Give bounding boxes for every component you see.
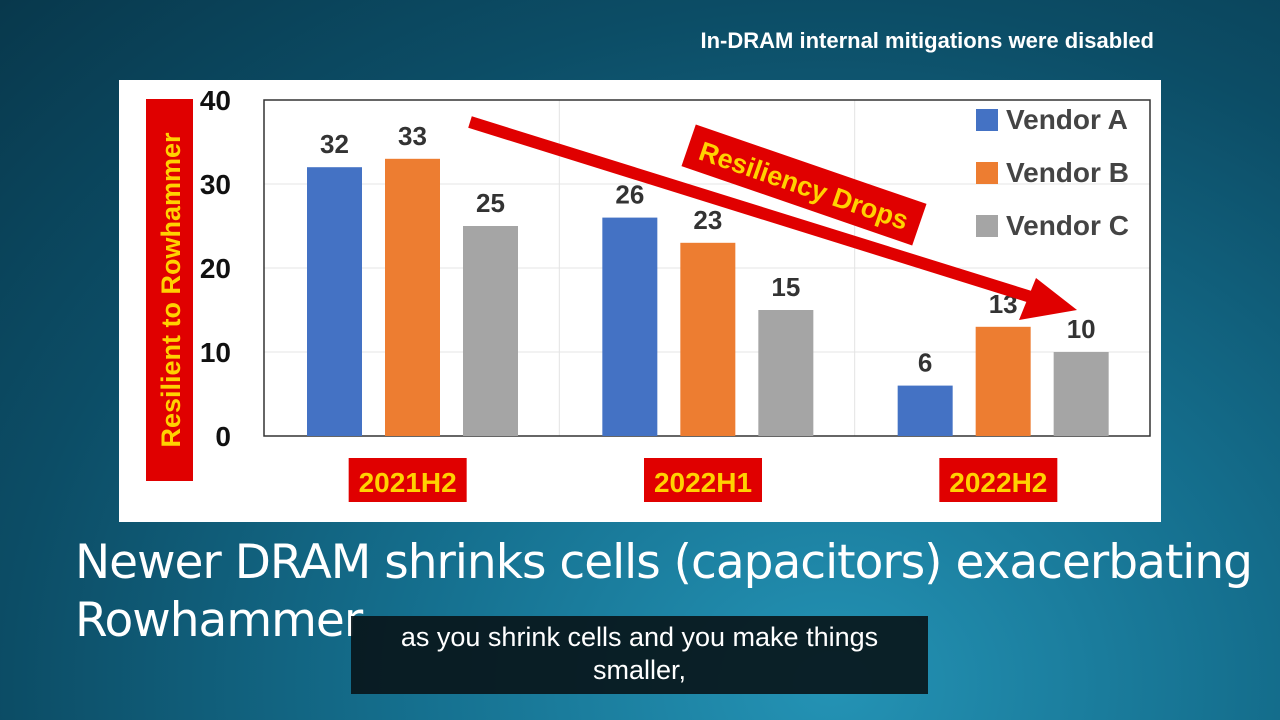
data-label: 10 (1067, 314, 1096, 344)
data-label: 32 (320, 129, 349, 159)
legend-label: Vendor C (1006, 210, 1129, 241)
bar (463, 226, 518, 436)
data-label: 26 (615, 180, 644, 210)
annotation-background (681, 124, 927, 246)
data-label: 33 (398, 121, 427, 151)
legend-label: Vendor B (1006, 157, 1129, 188)
y-tick-label: 30 (200, 169, 231, 200)
x-tick-label: 2022H2 (949, 467, 1047, 498)
y-tick-label: 20 (200, 253, 231, 284)
legend-swatch (976, 162, 998, 184)
x-tick-label: 2021H2 (359, 467, 457, 498)
y-axis-label-background (146, 99, 193, 481)
chart-card: 0 10 20 30 40 Resilient to Rowhammer 32 33 25 202… (119, 80, 1161, 522)
category-label-background (939, 458, 1058, 502)
category-label-background (348, 458, 467, 502)
data-label: 23 (693, 205, 722, 235)
y-axis-label: Resilient to Rowhammer (156, 132, 186, 448)
bar (307, 167, 362, 436)
trend-arrow-shaft (468, 116, 1036, 304)
bar (1053, 352, 1109, 436)
y-tick-label: 40 (200, 85, 231, 116)
bar (758, 310, 814, 436)
slide-note: In-DRAM internal mitigations were disabl… (700, 28, 1154, 53)
y-tick-label: 0 (215, 421, 231, 452)
bar (975, 326, 1031, 436)
y-tick-label: 10 (200, 337, 231, 368)
data-label: 6 (918, 348, 932, 378)
legend-swatch (976, 215, 998, 237)
bar (897, 385, 953, 436)
bar (602, 217, 658, 436)
trend-arrow-head (1019, 278, 1077, 320)
bar (385, 158, 440, 437)
legend-label: Vendor A (1006, 104, 1128, 135)
x-tick-label: 2022H1 (654, 467, 752, 498)
data-label: 25 (476, 188, 505, 218)
legend-swatch (976, 109, 998, 131)
data-label: 15 (771, 272, 800, 302)
category-label-background (644, 458, 762, 502)
video-caption: as you shrink cells and you make things … (351, 616, 928, 694)
bar (680, 242, 736, 436)
slide-title: Newer DRAM shrinks cells (capacitors) ex… (75, 535, 1253, 648)
bar-chart: 0 10 20 30 40 Resilient to Rowhammer 32 33 25 202… (146, 85, 1151, 502)
